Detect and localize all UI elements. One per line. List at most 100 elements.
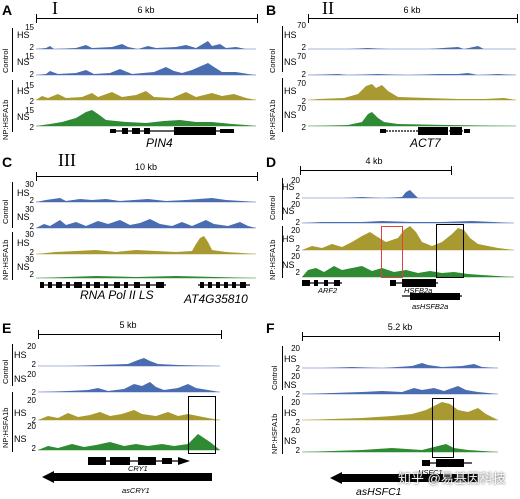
group-label-transgenic: NP:HSFA1b (268, 99, 277, 140)
panel-letter: E (2, 320, 12, 336)
y-max: 20 (291, 252, 300, 261)
gene-label: CRY1 (128, 464, 148, 473)
coverage-hs-control (308, 46, 516, 49)
y-min: 2 (295, 268, 300, 277)
highlight-box-black (188, 396, 216, 454)
track-label-ns: NS (14, 374, 27, 384)
group-bracket (282, 396, 283, 454)
y-max: 20 (27, 396, 36, 405)
y-max: 20 (291, 344, 300, 353)
panel-f: F 5.2 kb Control NP:HSFA1b HS NS HS NS 2… (260, 318, 520, 499)
track-label-hs: HS (282, 234, 295, 244)
coverage-ns-control (36, 63, 256, 75)
track-label-hs: HS (282, 182, 295, 192)
group-bracket (282, 346, 283, 390)
locus-numeral: II (322, 0, 334, 18)
track-label-hs: HS (17, 238, 30, 248)
gene-label: HSFC1 (418, 468, 443, 477)
coverage-hs-control (38, 358, 220, 366)
y-min: 2 (29, 196, 34, 205)
scale-label: 6 kb (137, 5, 155, 15)
scale-bar (300, 166, 452, 175)
gene-label: ARF2 (318, 286, 338, 295)
locus-numeral: III (58, 150, 76, 170)
group-bracket (282, 26, 283, 72)
track-label-ns: NS (17, 112, 30, 122)
group-bracket (12, 80, 13, 132)
y-min: 2 (31, 416, 36, 425)
y-min: 2 (295, 364, 300, 373)
panel-b: B II 6 kb Control NP:HSFA1b HS NS HS NS … (260, 0, 520, 150)
track-label-ns: NS (282, 206, 295, 216)
y-min: 2 (29, 270, 34, 279)
track-label-ns: NS (284, 436, 297, 446)
y-min: 2 (29, 248, 34, 257)
coverage-hs-control (36, 198, 256, 202)
y-min: 2 (295, 446, 300, 455)
gene-label: asCRY1 (122, 486, 150, 495)
track-label-ns: NS (17, 262, 30, 272)
y-min: 2 (29, 97, 34, 106)
track-label-hs: HS (14, 408, 27, 418)
coverage-hs-transgenic (302, 226, 514, 250)
y-max: 20 (291, 200, 300, 209)
coverage-hs-transgenic (302, 402, 498, 420)
coverage-ns-transgenic (308, 112, 516, 126)
coverage-hs-transgenic (36, 236, 256, 254)
group-label-control: Control (268, 48, 277, 73)
gene-label: asHSFC1 (356, 486, 402, 498)
y-min: 2 (295, 418, 300, 427)
coverage-tracks (38, 358, 220, 451)
scale-label: 10 kb (134, 162, 158, 172)
gene-model (40, 282, 250, 288)
y-min: 2 (295, 192, 300, 201)
group-bracket (12, 28, 13, 72)
y-max: 15 (25, 23, 34, 32)
coverage-ns-transgenic (302, 266, 514, 277)
group-label-control: Control (270, 365, 279, 390)
gene-model (302, 279, 462, 300)
track-label-hs: HS (284, 354, 297, 364)
y-min: 2 (29, 43, 34, 52)
coverage-ns-transgenic (36, 276, 256, 278)
group-bracket (282, 226, 283, 278)
gene-label: RNA Pol II LS (80, 288, 154, 302)
y-max: 15 (25, 81, 34, 90)
scale-bar (38, 330, 222, 339)
track-label-hs: HS (17, 188, 30, 198)
panel-letter: A (2, 2, 13, 18)
locus-numeral: I (52, 0, 58, 18)
y-max: 15 (25, 52, 34, 61)
y-max: 20 (291, 226, 300, 235)
gene-model (330, 459, 478, 484)
group-label-control: Control (1, 359, 10, 384)
track-label-ns: NS (284, 57, 297, 67)
coverage-tracks (308, 46, 516, 127)
coverage-hs-transgenic (308, 84, 516, 100)
panel-c: C III 10 kb Control NP:HSFA1b HS NS HS N… (0, 150, 260, 312)
y-min: 2 (301, 43, 306, 52)
track-label-ns: NS (17, 57, 30, 67)
y-min: 2 (295, 244, 300, 253)
y-min: 2 (301, 97, 306, 106)
y-min: 2 (301, 70, 306, 79)
group-bracket (12, 182, 13, 228)
y-max: 30 (25, 230, 34, 239)
gene-model (110, 127, 234, 135)
y-max: 20 (291, 426, 300, 435)
y-max: 70 (297, 79, 306, 88)
coverage-tracks (36, 41, 256, 127)
coverage-ns-transgenic (36, 110, 256, 126)
y-max: 70 (297, 52, 306, 61)
coverage-hs-control (302, 363, 498, 368)
y-max: 30 (25, 255, 34, 264)
y-min: 2 (31, 388, 36, 397)
scale-bar (308, 14, 518, 23)
scale-bar (36, 172, 258, 181)
group-label-control: Control (1, 48, 10, 73)
group-label-control: Control (1, 199, 10, 224)
y-max: 15 (25, 106, 34, 115)
group-bracket (12, 232, 13, 280)
track-label-hs: HS (17, 86, 30, 96)
track-label-hs: HS (17, 30, 30, 40)
